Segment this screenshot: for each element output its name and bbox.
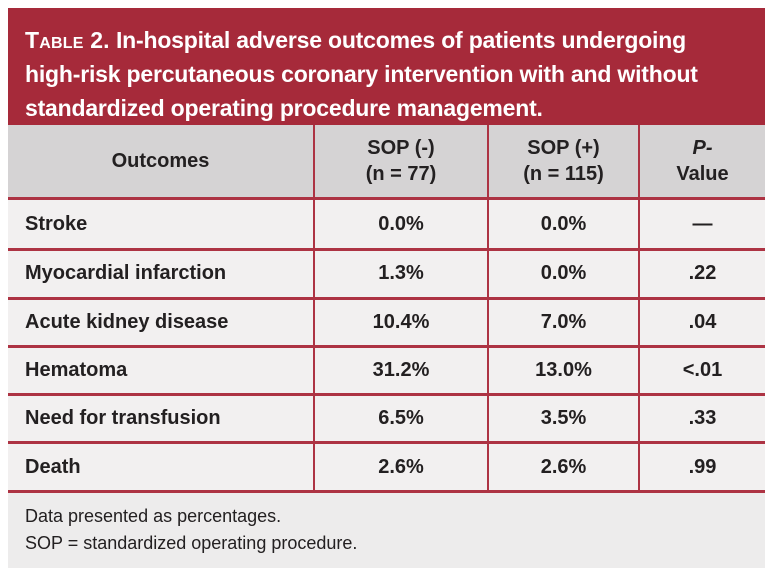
p-value-cell: .99	[638, 444, 765, 490]
p-value-cell: —	[638, 200, 765, 249]
table-header-row: Outcomes SOP (-) (n = 77) SOP (+) (n = 1…	[8, 125, 765, 200]
table-row-need-for-transfusion: Need for transfusion 6.5% 3.5% .33	[8, 393, 765, 442]
table-row-stroke: Stroke 0.0% 0.0% —	[8, 200, 765, 249]
column-header-sop-positive: SOP (+) (n = 115)	[487, 125, 638, 197]
column-header-outcomes: Outcomes	[111, 149, 210, 172]
table-row-hematoma: Hematoma 31.2% 13.0% <.01	[8, 344, 765, 394]
footnote-percentages: Data presented as percentages.	[25, 505, 282, 526]
sop-neg-cell: 0.0%	[313, 200, 487, 249]
column-header-sop-negative: SOP (-) (n = 77)	[313, 125, 487, 197]
table-body: Stroke 0.0% 0.0% — Myocardial infarction…	[8, 200, 765, 493]
table-row-myocardial-infarction: Myocardial infarction 1.3% 0.0% .22	[8, 248, 765, 297]
outcome-cell: Acute kidney disease	[25, 310, 229, 333]
table-row-death: Death 2.6% 2.6% .99	[8, 441, 765, 490]
outcome-cell: Hematoma	[25, 359, 128, 382]
p-value-cell: .04	[638, 299, 765, 345]
table-card: Table 2. In-hospital adverse outcomes of…	[8, 8, 765, 568]
p-value-cell: .33	[638, 396, 765, 442]
table-row-acute-kidney-disease: Acute kidney disease 10.4% 7.0% .04	[8, 296, 765, 345]
p-value-cell: .22	[638, 251, 765, 297]
sop-neg-cell: 10.4%	[313, 299, 487, 345]
table-title-text: In-hospital adverse outcomes of patients…	[25, 27, 698, 121]
table-footnotes: Data presented as percentages. SOP = sta…	[8, 492, 765, 568]
sop-pos-cell: 13.0%	[487, 347, 638, 394]
outcome-cell: Death	[25, 455, 81, 478]
table-number-label: Table 2.	[25, 27, 110, 53]
column-header-p-value: P- Value	[638, 125, 765, 197]
outcome-cell: Myocardial infarction	[25, 262, 227, 285]
sop-neg-cell: 2.6%	[313, 444, 487, 490]
sop-pos-cell: 0.0%	[487, 251, 638, 297]
table-title-banner: Table 2. In-hospital adverse outcomes of…	[8, 8, 765, 125]
sop-pos-cell: 0.0%	[487, 200, 638, 249]
footnote-sop-definition: SOP = standardized operating procedure.	[25, 532, 358, 553]
outcome-cell: Stroke	[25, 212, 88, 235]
sop-neg-cell: 1.3%	[313, 251, 487, 297]
sop-neg-cell: 6.5%	[313, 396, 487, 442]
sop-pos-cell: 2.6%	[487, 444, 638, 490]
sop-pos-cell: 3.5%	[487, 396, 638, 442]
sop-pos-cell: 7.0%	[487, 299, 638, 345]
outcome-cell: Need for transfusion	[25, 407, 221, 430]
p-value-cell: <.01	[638, 347, 765, 394]
sop-neg-cell: 31.2%	[313, 347, 487, 394]
